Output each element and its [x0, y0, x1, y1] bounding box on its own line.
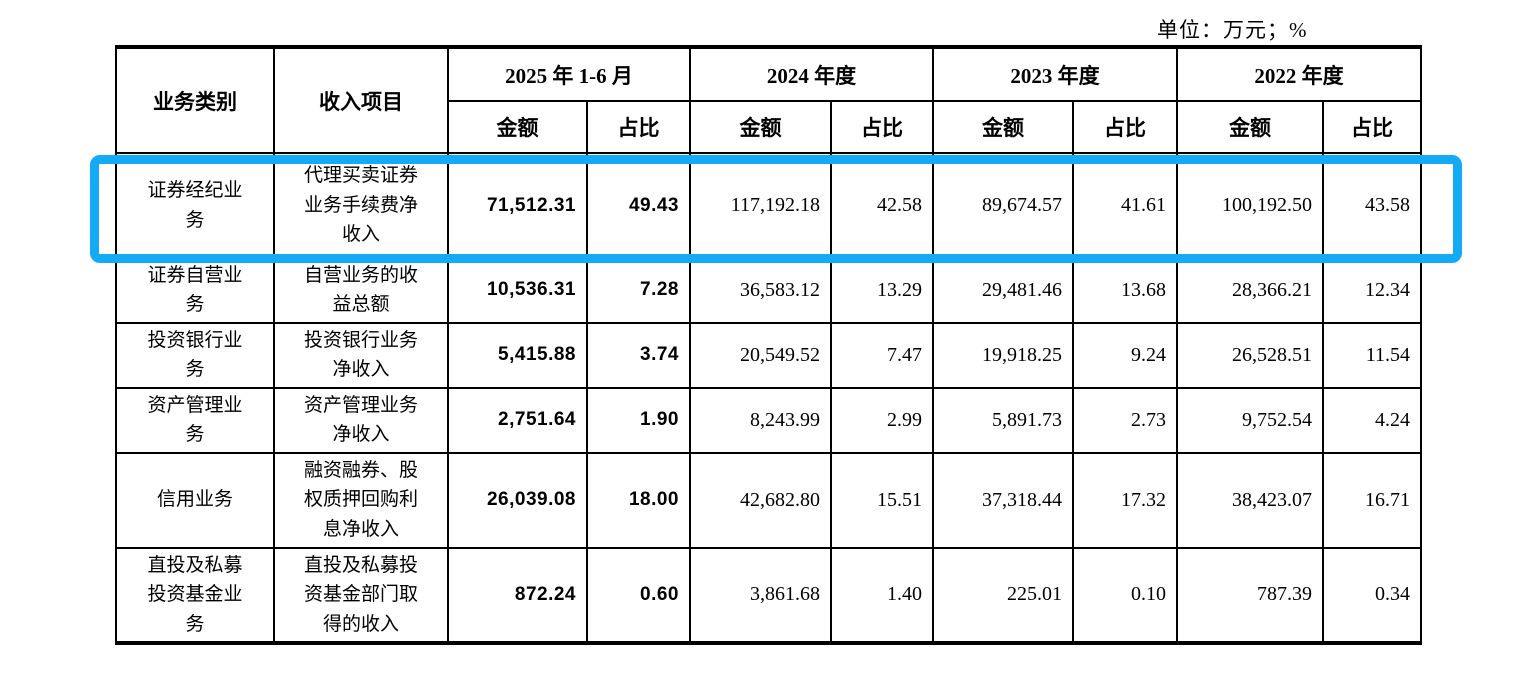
amount-cell: 872.24 — [447, 546, 588, 644]
table-row-private-equity: 直投及私募投资基金业务 直投及私募投资基金部门取得的收入 872.24 0.60… — [115, 546, 1422, 644]
business-cell: 投资银行业务 — [115, 321, 275, 389]
amount-cell: 3,861.68 — [689, 546, 832, 644]
amount-cell: 26,039.08 — [447, 451, 588, 549]
amount-cell: 19,918.25 — [932, 321, 1074, 389]
ratio-cell: 16.71 — [1322, 451, 1422, 549]
table-row-credit: 信用业务 融资融券、股权质押回购利息净收入 26,039.08 18.00 42… — [115, 451, 1422, 549]
amount-cell: 42,682.80 — [689, 451, 832, 549]
header-period-2023: 2023 年度 — [932, 46, 1178, 102]
income-item-cell: 直投及私募投资基金部门取得的收入 — [273, 546, 449, 644]
ratio-cell: 7.28 — [586, 257, 691, 324]
table-row-asset-management: 资产管理业务 资产管理业务净收入 2,751.64 1.90 8,243.99 … — [115, 386, 1422, 454]
ratio-cell: 7.47 — [830, 321, 934, 389]
income-item-cell: 代理买卖证券业务手续费净收入 — [273, 152, 449, 259]
table-row-proprietary: 证券自营业务 自营业务的收益总额 10,536.31 7.28 36,583.1… — [115, 257, 1422, 324]
unit-label: 单位：万元；% — [1157, 18, 1308, 42]
ratio-cell: 0.34 — [1322, 546, 1422, 644]
amount-cell: 5,415.88 — [447, 321, 588, 389]
income-item-cell: 资产管理业务净收入 — [273, 386, 449, 454]
amount-cell: 36,583.12 — [689, 257, 832, 324]
amount-cell: 9,752.54 — [1176, 386, 1324, 454]
ratio-cell: 13.29 — [830, 257, 934, 324]
ratio-cell: 2.99 — [830, 386, 934, 454]
income-item-cell: 自营业务的收益总额 — [273, 257, 449, 324]
header-row-periods: 业务类别 收入项目 2025 年 1-6 月 2024 年度 2023 年度 2… — [115, 46, 1422, 154]
header-ratio-2025: 占比 — [586, 100, 691, 154]
business-cell: 资产管理业务 — [115, 386, 275, 454]
ratio-cell: 2.73 — [1072, 386, 1178, 454]
ratio-cell: 1.40 — [830, 546, 934, 644]
ratio-cell: 0.10 — [1072, 546, 1178, 644]
amount-cell: 2,751.64 — [447, 386, 588, 454]
income-item-cell: 融资融券、股权质押回购利息净收入 — [273, 451, 449, 549]
header-business-type: 业务类别 — [115, 46, 275, 154]
header-amount-2023: 金额 — [932, 100, 1074, 154]
ratio-cell: 9.24 — [1072, 321, 1178, 389]
amount-cell: 29,481.46 — [932, 257, 1074, 324]
ratio-cell: 43.58 — [1322, 152, 1422, 259]
amount-cell: 26,528.51 — [1176, 321, 1324, 389]
ratio-cell: 49.43 — [586, 152, 691, 259]
amount-cell: 71,512.31 — [447, 152, 588, 259]
ratio-cell: 12.34 — [1322, 257, 1422, 324]
table-row-brokerage: 证券经纪业务 代理买卖证券业务手续费净收入 71,512.31 49.43 11… — [115, 152, 1422, 259]
ratio-cell: 11.54 — [1322, 321, 1422, 389]
header-row-measures: 金额 占比 金额 占比 金额 占比 金额 占比 — [116, 100, 1422, 154]
amount-cell: 10,536.31 — [447, 257, 588, 324]
amount-cell: 38,423.07 — [1176, 451, 1324, 549]
business-cell: 证券自营业务 — [115, 257, 275, 324]
business-cell: 证券经纪业务 — [115, 152, 275, 259]
header-ratio-2023: 占比 — [1072, 100, 1178, 154]
header-period-2024: 2024 年度 — [689, 46, 934, 102]
header-amount-2022: 金额 — [1176, 100, 1324, 154]
header-ratio-2022: 占比 — [1322, 100, 1422, 154]
amount-cell: 28,366.21 — [1176, 257, 1324, 324]
header-amount-2025: 金额 — [447, 100, 588, 154]
header-amount-2024: 金额 — [689, 100, 832, 154]
business-cell: 直投及私募投资基金业务 — [115, 546, 275, 644]
ratio-cell: 18.00 — [586, 451, 691, 549]
header-ratio-2024: 占比 — [830, 100, 934, 154]
amount-cell: 5,891.73 — [932, 386, 1074, 454]
revenue-breakdown-table: 业务类别 收入项目 2025 年 1-6 月 2024 年度 2023 年度 2… — [115, 45, 1422, 645]
table-row-investment-banking: 投资银行业务 投资银行业务净收入 5,415.88 3.74 20,549.52… — [115, 321, 1422, 389]
business-cell: 信用业务 — [115, 451, 275, 549]
amount-cell: 37,318.44 — [932, 451, 1074, 549]
amount-cell: 117,192.18 — [689, 152, 832, 259]
ratio-cell: 15.51 — [830, 451, 934, 549]
income-item-cell: 投资银行业务净收入 — [273, 321, 449, 389]
amount-cell: 20,549.52 — [689, 321, 832, 389]
ratio-cell: 13.68 — [1072, 257, 1178, 324]
amount-cell: 225.01 — [932, 546, 1074, 644]
header-period-2025: 2025 年 1-6 月 — [447, 46, 691, 102]
ratio-cell: 4.24 — [1322, 386, 1422, 454]
amount-cell: 8,243.99 — [689, 386, 832, 454]
ratio-cell: 41.61 — [1072, 152, 1178, 259]
ratio-cell: 42.58 — [830, 152, 934, 259]
ratio-cell: 17.32 — [1072, 451, 1178, 549]
header-income-item: 收入项目 — [273, 46, 449, 154]
ratio-cell: 1.90 — [586, 386, 691, 454]
amount-cell: 89,674.57 — [932, 152, 1074, 259]
amount-cell: 100,192.50 — [1176, 152, 1324, 259]
header-period-2022: 2022 年度 — [1176, 46, 1422, 102]
ratio-cell: 0.60 — [586, 546, 691, 644]
amount-cell: 787.39 — [1176, 546, 1324, 644]
ratio-cell: 3.74 — [586, 321, 691, 389]
